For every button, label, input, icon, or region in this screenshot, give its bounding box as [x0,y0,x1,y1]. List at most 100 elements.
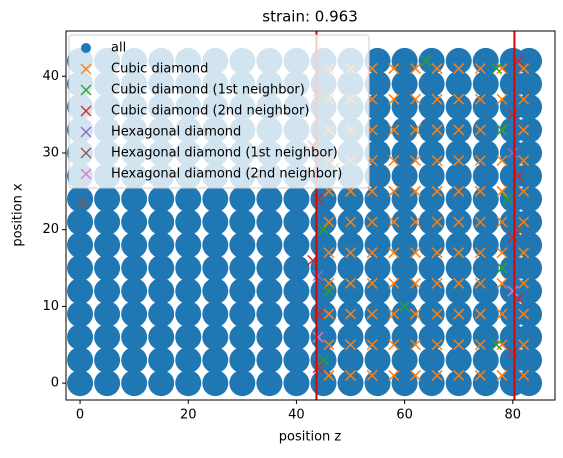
x-marker [366,185,378,197]
chart-title: strain: 0.963 [262,8,358,26]
point [337,186,364,213]
x-marker [518,185,530,197]
x-marker [496,369,508,381]
x-marker [366,339,378,351]
point [283,324,310,351]
point [516,301,543,328]
point [175,232,202,259]
point [337,324,364,351]
x-marker [518,216,530,228]
x-marker [399,300,411,312]
x-marker [496,155,508,167]
x-marker [496,185,508,197]
x-marker [453,124,465,136]
point [472,347,499,374]
point [121,324,148,351]
point [121,209,148,236]
x-marker [474,155,486,167]
x-tick-label: 0 [76,408,84,423]
x-marker [431,339,443,351]
x-marker [507,109,519,121]
legend-label: Hexagonal diamond (1st neighbor) [111,146,338,161]
point [445,278,472,305]
point [67,209,94,236]
point [472,139,499,166]
x-marker [453,93,465,105]
x-marker [323,285,335,297]
point [391,370,418,397]
point [364,232,391,259]
x-marker [453,63,465,75]
point [148,232,175,259]
x-marker [323,369,335,381]
point [418,70,445,97]
point [445,93,472,120]
point [364,278,391,305]
point [516,347,543,374]
point [391,301,418,328]
point [472,70,499,97]
x-tick-label: 80 [505,408,522,423]
point [418,162,445,189]
point [418,139,445,166]
point [337,278,364,305]
point [472,301,499,328]
x-marker [496,63,508,75]
x-marker [496,339,508,351]
x-marker [388,63,400,75]
point [256,278,283,305]
point [418,370,445,397]
point [472,186,499,213]
x-marker [388,308,400,320]
point [148,209,175,236]
point [148,301,175,328]
point [391,70,418,97]
y-axis-label: position x [11,183,26,247]
x-marker [453,339,465,351]
x-marker [409,185,421,197]
point [121,347,148,374]
point [229,347,256,374]
point [472,370,499,397]
x-marker [501,193,513,205]
x-marker [496,247,508,259]
point [256,347,283,374]
x-marker [431,308,443,320]
x-marker [312,308,324,320]
x-marker [431,277,443,289]
point [472,162,499,189]
point [283,232,310,259]
legend-marker [80,147,92,159]
point [472,255,499,282]
point [283,278,310,305]
x-marker [409,339,421,351]
point [364,186,391,213]
point [391,347,418,374]
point [391,186,418,213]
x-marker [312,193,324,205]
point [148,370,175,397]
point [175,347,202,374]
x-axis-label: position z [279,430,342,445]
point [391,232,418,259]
point [256,370,283,397]
x-marker [409,308,421,320]
point [229,255,256,282]
point [202,186,229,213]
legend-label: Cubic diamond (2nd neighbor) [111,104,309,119]
legend-label: Hexagonal diamond (2nd neighbor) [111,167,342,182]
point [229,370,256,397]
point [391,93,418,120]
legend-marker [80,126,92,138]
point [391,116,418,143]
x-marker [431,63,443,75]
x-marker [388,124,400,136]
point [364,255,391,282]
x-marker [366,308,378,320]
x-marker [507,147,519,159]
x-marker [409,369,421,381]
x-marker [453,308,465,320]
point [202,347,229,374]
